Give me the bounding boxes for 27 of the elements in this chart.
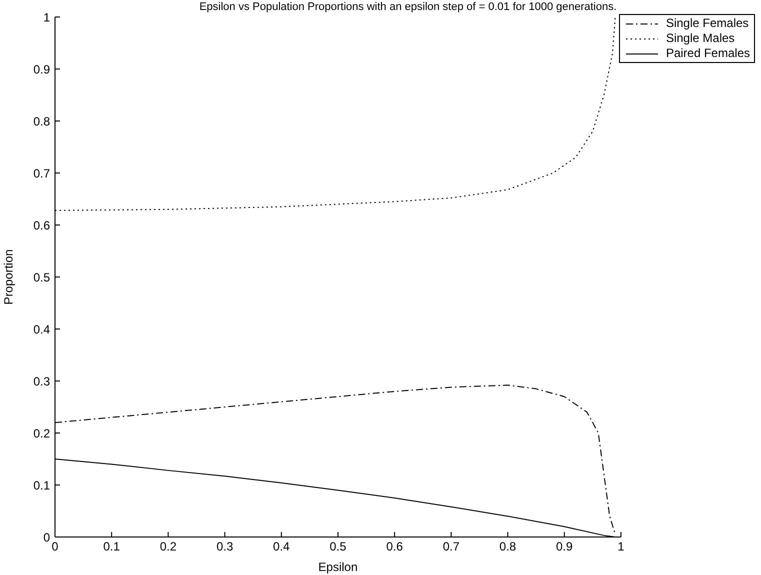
x-tick-label: 0.7: [442, 540, 460, 554]
legend-label: Single Males: [666, 31, 735, 46]
y-tick-label: 1: [43, 10, 50, 24]
y-tick-label: 0.4: [33, 322, 50, 336]
x-tick-label: 0.5: [330, 540, 347, 554]
x-tick-label: 1: [618, 540, 625, 554]
legend-label: Single Females: [666, 16, 749, 31]
x-axis-title: Epsilon: [318, 560, 358, 574]
chart-title: Epsilon vs Population Proportions with an epsilon step of = 0.01 for 1000 generations.: [198, 1, 618, 13]
y-tick-label: 0.8: [33, 114, 50, 128]
y-tick-label: 0.7: [33, 166, 50, 180]
y-axis-title: Proportion: [1, 249, 16, 305]
legend-label: Paired Females: [666, 46, 750, 61]
x-tick-label: 0.9: [556, 540, 574, 554]
x-tick-label: 0.2: [160, 540, 177, 554]
y-tick-label: 0.5: [33, 270, 50, 284]
x-tick-label: 0.3: [216, 540, 234, 554]
x-tick-label: 0.4: [273, 540, 290, 554]
x-tick-label: 0.8: [499, 540, 516, 554]
y-tick-label: 0.1: [33, 478, 50, 492]
y-tick-label: 0: [43, 530, 50, 544]
y-tick-label: 0.6: [33, 218, 50, 232]
x-tick-label: 0.1: [103, 540, 120, 554]
y-tick-label: 0.9: [33, 62, 50, 76]
x-tick-label: 0.6: [386, 540, 404, 554]
y-tick-label: 0.2: [33, 426, 50, 440]
y-tick-label: 0.3: [33, 374, 50, 388]
